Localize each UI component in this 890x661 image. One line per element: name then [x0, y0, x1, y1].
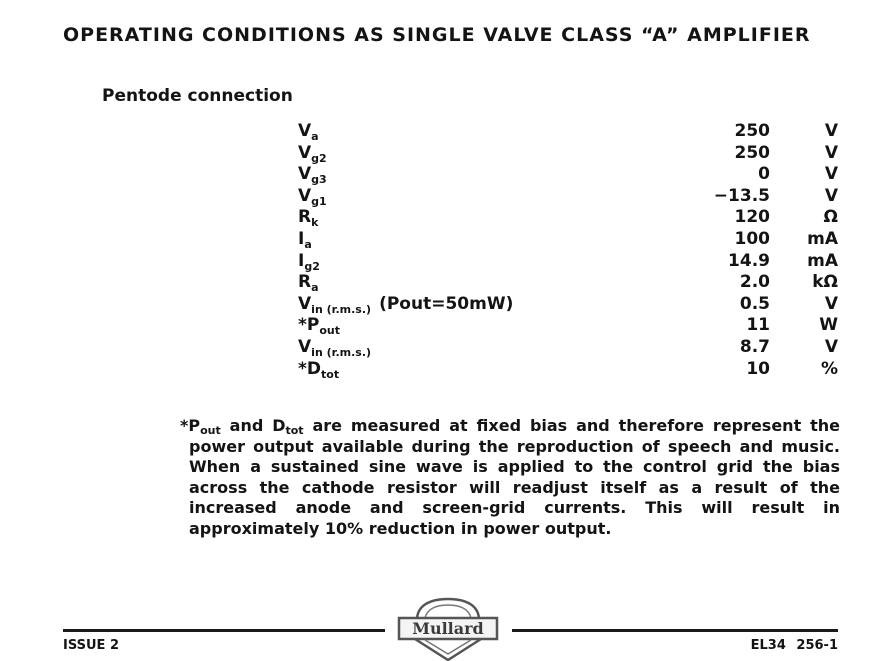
footnote-text: and D: [220, 416, 286, 435]
condition-row: Ig2 14.9 mA: [298, 251, 840, 273]
parameter-value: 0: [758, 164, 770, 185]
symbol-letter: R: [298, 272, 312, 293]
parameter-value: 100: [734, 228, 771, 249]
parameter-value: 120: [734, 207, 771, 228]
symbol-letter: V: [298, 164, 312, 185]
parameter-symbol: *Dtot: [298, 359, 339, 381]
symbol-letter: V: [298, 293, 312, 314]
parameter-symbol: Vg3: [298, 164, 327, 186]
condition-row: Ra 2.0 kΩ: [298, 272, 840, 294]
issue-label: ISSUE 2: [63, 638, 119, 653]
parameter-unit: V: [824, 336, 838, 357]
document-code: EL34 256-1: [750, 638, 838, 653]
condition-row: Vin (r.m.s.) 8.7 V: [298, 337, 840, 359]
symbol-letter: *P: [298, 315, 320, 336]
symbol-subscript: g1: [311, 194, 327, 208]
parameter-symbol: Vin (r.m.s.): [298, 337, 371, 359]
parameter-symbol: Vg2: [298, 143, 327, 165]
symbol-subscript: tot: [321, 367, 340, 381]
parameter-symbol: Rk: [298, 207, 318, 229]
parameter-symbol: Ra: [298, 272, 319, 294]
footnote-subscript: tot: [285, 424, 304, 437]
parameter-value: 2.0: [739, 272, 770, 293]
section-subtitle: Pentode connection: [102, 86, 293, 106]
symbol-subscript: a: [311, 281, 319, 295]
parameter-unit: mA: [807, 250, 838, 271]
condition-row: Vg2 250 V: [298, 143, 840, 165]
symbol-letter: I: [298, 250, 305, 271]
symbol-subscript: g2: [304, 259, 320, 273]
condition-row: Rk 120 Ω: [298, 207, 840, 229]
parameter-symbol: Ia: [298, 229, 312, 251]
condition-row: Va 250 V: [298, 121, 840, 143]
parameter-unit: V: [824, 164, 838, 185]
mullard-logo: Mullard: [397, 597, 499, 661]
footer-rule-right: [512, 629, 838, 632]
parameter-value: 250: [734, 142, 771, 163]
parameter-symbol: Ig2: [298, 251, 320, 273]
parameter-unit: W: [819, 315, 838, 336]
page-title: OPERATING CONDITIONS AS SINGLE VALVE CLA…: [63, 24, 811, 46]
parameter-value: 14.9: [728, 250, 770, 271]
parameter-unit: V: [824, 121, 838, 141]
parameter-condition: (Pout=50mW): [379, 293, 514, 314]
operating-conditions-table: Va 250 V Vg2 250 V Vg3 0 V Vg1 −13.5 V Rk 120 Ω Ia 100 mA…: [298, 121, 840, 380]
condition-row: *Dtot 10%: [298, 359, 840, 381]
symbol-subscript: g2: [311, 151, 327, 165]
parameter-unit: V: [824, 185, 838, 206]
footnote-text: are measured at fixed bias and therefore…: [189, 416, 840, 538]
logo-text: Mullard: [412, 619, 483, 638]
symbol-letter: V: [298, 336, 312, 357]
symbol-subscript: g3: [311, 173, 327, 187]
parameter-unit: V: [824, 293, 838, 314]
condition-row: *Pout 11 W: [298, 315, 840, 337]
parameter-symbol: Vin (r.m.s.) (Pout=50mW): [298, 294, 513, 316]
footer-rule-left: [63, 629, 385, 632]
condition-row: Vin (r.m.s.) (Pout=50mW) 0.5 V: [298, 294, 840, 316]
parameter-value: 250: [734, 121, 771, 141]
footnote: *Pout and Dtot are measured at fixed bia…: [180, 416, 840, 539]
symbol-letter: I: [298, 228, 305, 249]
condition-row: Vg1 −13.5 V: [298, 186, 840, 208]
symbol-letter: V: [298, 121, 312, 141]
parameter-symbol: Vg1: [298, 186, 327, 208]
parameter-unit: kΩ: [812, 272, 838, 293]
footnote-subscript: out: [200, 424, 221, 437]
symbol-subscript: in (r.m.s.): [311, 302, 372, 316]
symbol-subscript: k: [311, 216, 319, 230]
parameter-unit: %: [820, 358, 838, 379]
condition-row: Ia 100 mA: [298, 229, 840, 251]
condition-row: Vg3 0 V: [298, 164, 840, 186]
parameter-value: 8.7: [739, 336, 770, 357]
symbol-letter: R: [298, 207, 312, 228]
parameter-value: 11: [746, 315, 770, 336]
parameter-unit: V: [824, 142, 838, 163]
parameter-symbol: Va: [298, 121, 319, 143]
parameter-value: 0.5: [739, 293, 770, 314]
parameter-value: −13.5: [713, 185, 770, 206]
parameter-unit: Ω: [823, 207, 838, 228]
symbol-subscript: a: [311, 130, 319, 143]
symbol-subscript: out: [319, 324, 341, 338]
symbol-letter: V: [298, 142, 312, 163]
symbol-subscript: a: [304, 237, 312, 251]
parameter-unit: mA: [807, 228, 838, 249]
symbol-subscript: in (r.m.s.): [311, 345, 372, 359]
footnote-text: *P: [180, 416, 201, 435]
parameter-symbol: *Pout: [298, 315, 340, 337]
parameter-value: 10: [746, 358, 770, 379]
symbol-letter: *D: [298, 358, 322, 379]
symbol-letter: V: [298, 185, 312, 206]
